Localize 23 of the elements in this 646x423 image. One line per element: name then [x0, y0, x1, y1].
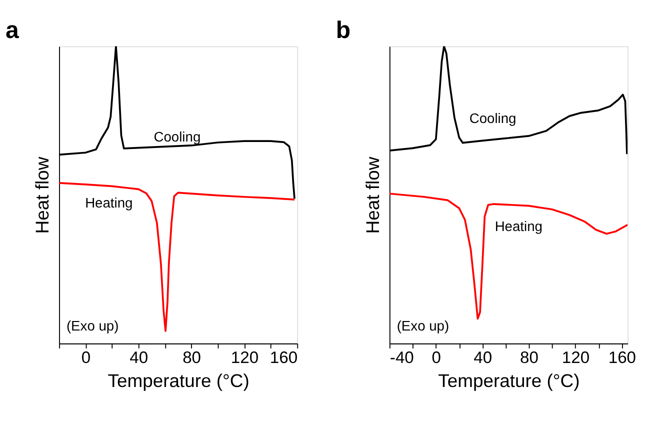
x-tick-label: 160	[608, 348, 636, 368]
x-tick-label: 120	[230, 348, 259, 368]
x-axis-title: Temperature (°C)	[438, 370, 580, 392]
y-axis-title: Heat flow	[362, 156, 383, 234]
x-tick-label: -40	[390, 348, 414, 368]
x-tick-label: 0	[432, 348, 441, 368]
chart-title: b	[336, 16, 351, 44]
chart-title: a	[6, 16, 20, 44]
x-tick-label: 80	[182, 348, 202, 368]
x-tick-label: 40	[130, 348, 148, 368]
annotation: Heating	[494, 218, 542, 234]
x-tick-label: 80	[520, 348, 539, 368]
x-tick-label: 160	[270, 348, 298, 368]
y-axis-title: Heat flow	[31, 156, 52, 234]
annotation: Heating	[85, 194, 133, 211]
annotation: (Exo up)	[396, 317, 450, 334]
x-tick-label: 120	[562, 348, 590, 368]
annotation: Cooling	[154, 128, 201, 144]
annotation: (Exo up)	[66, 317, 119, 334]
x-tick-label: 40	[474, 348, 492, 368]
x-axis-title: Temperature (°C)	[108, 370, 250, 392]
annotation: Cooling	[469, 110, 516, 126]
x-tick-label: 0	[81, 348, 91, 368]
